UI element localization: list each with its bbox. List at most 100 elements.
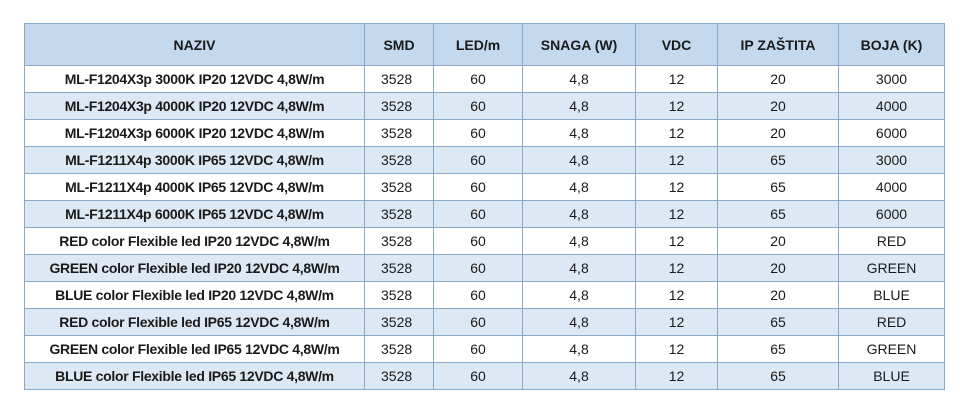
table-row: RED color Flexible led IP20 12VDC 4,8W/m…	[24, 227, 945, 255]
cell-vdc: 12	[635, 200, 718, 228]
cell-vdc: 12	[635, 146, 718, 174]
cell-ip-zastita: 65	[717, 173, 839, 201]
cell-boja: 6000	[838, 119, 945, 147]
cell-led-per-m: 60	[433, 308, 523, 336]
cell-smd: 3528	[364, 92, 434, 120]
cell-smd: 3528	[364, 362, 434, 390]
cell-snaga: 4,8	[522, 146, 636, 174]
cell-boja: 6000	[838, 200, 945, 228]
product-table: NAZIV SMD LED/m SNAGA (W) VDC IP ZAŠTITA…	[24, 23, 945, 390]
cell-boja: 4000	[838, 173, 945, 201]
cell-led-per-m: 60	[433, 146, 523, 174]
table-row: ML-F1204X3p 3000K IP20 12VDC 4,8W/m 3528 6…	[24, 65, 945, 93]
table-body: ML-F1204X3p 3000K IP20 12VDC 4,8W/m 3528 6…	[24, 65, 945, 390]
cell-naziv: ML-F1204X3p 3000K IP20 12VDC 4,8W/m	[24, 65, 365, 93]
cell-smd: 3528	[364, 281, 434, 309]
cell-boja: BLUE	[838, 281, 945, 309]
cell-snaga: 4,8	[522, 308, 636, 336]
cell-naziv: ML-F1211X4p 6000K IP65 12VDC 4,8W/m	[24, 200, 365, 228]
cell-naziv: RED color Flexible led IP65 12VDC 4,8W/m	[24, 308, 365, 336]
cell-ip-zastita: 65	[717, 335, 839, 363]
cell-vdc: 12	[635, 173, 718, 201]
cell-snaga: 4,8	[522, 92, 636, 120]
table-row: ML-F1211X4p 4000K IP65 12VDC 4,8W/m 3528 6…	[24, 173, 945, 201]
cell-vdc: 12	[635, 362, 718, 390]
cell-snaga: 4,8	[522, 281, 636, 309]
cell-boja: RED	[838, 227, 945, 255]
cell-ip-zastita: 20	[717, 227, 839, 255]
cell-led-per-m: 60	[433, 362, 523, 390]
cell-ip-zastita: 20	[717, 65, 839, 93]
cell-boja: 4000	[838, 92, 945, 120]
table-row: ML-F1204X3p 6000K IP20 12VDC 4,8W/m 3528 6…	[24, 119, 945, 147]
cell-snaga: 4,8	[522, 200, 636, 228]
cell-snaga: 4,8	[522, 173, 636, 201]
cell-led-per-m: 60	[433, 92, 523, 120]
cell-naziv: BLUE color Flexible led IP65 12VDC 4,8W/…	[24, 362, 365, 390]
cell-vdc: 12	[635, 254, 718, 282]
product-table-container: NAZIV SMD LED/m SNAGA (W) VDC IP ZAŠTITA…	[24, 23, 945, 390]
cell-smd: 3528	[364, 173, 434, 201]
cell-smd: 3528	[364, 65, 434, 93]
cell-ip-zastita: 20	[717, 254, 839, 282]
cell-naziv: BLUE color Flexible led IP20 12VDC 4,8W/…	[24, 281, 365, 309]
cell-ip-zastita: 65	[717, 146, 839, 174]
cell-naziv: ML-F1204X3p 6000K IP20 12VDC 4,8W/m	[24, 119, 365, 147]
cell-led-per-m: 60	[433, 200, 523, 228]
cell-vdc: 12	[635, 227, 718, 255]
cell-boja: 3000	[838, 65, 945, 93]
header-vdc: VDC	[635, 23, 718, 66]
cell-ip-zastita: 20	[717, 119, 839, 147]
cell-led-per-m: 60	[433, 335, 523, 363]
table-row: BLUE color Flexible led IP65 12VDC 4,8W/…	[24, 362, 945, 390]
table-row: GREEN color Flexible led IP20 12VDC 4,8W…	[24, 254, 945, 282]
cell-naziv: GREEN color Flexible led IP65 12VDC 4,8W…	[24, 335, 365, 363]
cell-led-per-m: 60	[433, 227, 523, 255]
cell-vdc: 12	[635, 281, 718, 309]
header-led-per-m: LED/m	[433, 23, 523, 66]
cell-smd: 3528	[364, 308, 434, 336]
cell-smd: 3528	[364, 119, 434, 147]
header-row: NAZIV SMD LED/m SNAGA (W) VDC IP ZAŠTITA…	[24, 23, 945, 66]
table-row: BLUE color Flexible led IP20 12VDC 4,8W/…	[24, 281, 945, 309]
cell-naziv: ML-F1204X3p 4000K IP20 12VDC 4,8W/m	[24, 92, 365, 120]
cell-ip-zastita: 20	[717, 281, 839, 309]
cell-led-per-m: 60	[433, 254, 523, 282]
cell-snaga: 4,8	[522, 227, 636, 255]
cell-vdc: 12	[635, 65, 718, 93]
table-row: ML-F1211X4p 3000K IP65 12VDC 4,8W/m 3528 6…	[24, 146, 945, 174]
cell-boja: 3000	[838, 146, 945, 174]
cell-snaga: 4,8	[522, 254, 636, 282]
cell-boja: RED	[838, 308, 945, 336]
cell-vdc: 12	[635, 335, 718, 363]
cell-smd: 3528	[364, 335, 434, 363]
header-boja: BOJA (K)	[838, 23, 945, 66]
cell-smd: 3528	[364, 254, 434, 282]
cell-vdc: 12	[635, 92, 718, 120]
cell-snaga: 4,8	[522, 119, 636, 147]
cell-ip-zastita: 65	[717, 362, 839, 390]
cell-boja: BLUE	[838, 362, 945, 390]
cell-vdc: 12	[635, 308, 718, 336]
cell-naziv: RED color Flexible led IP20 12VDC 4,8W/m	[24, 227, 365, 255]
table-row: ML-F1204X3p 4000K IP20 12VDC 4,8W/m 3528 6…	[24, 92, 945, 120]
table-row: RED color Flexible led IP65 12VDC 4,8W/m…	[24, 308, 945, 336]
cell-smd: 3528	[364, 227, 434, 255]
cell-ip-zastita: 65	[717, 308, 839, 336]
header-snaga: SNAGA (W)	[522, 23, 636, 66]
table-row: ML-F1211X4p 6000K IP65 12VDC 4,8W/m 3528 6…	[24, 200, 945, 228]
cell-naziv: GREEN color Flexible led IP20 12VDC 4,8W…	[24, 254, 365, 282]
table-row: GREEN color Flexible led IP65 12VDC 4,8W…	[24, 335, 945, 363]
cell-led-per-m: 60	[433, 119, 523, 147]
cell-vdc: 12	[635, 119, 718, 147]
cell-snaga: 4,8	[522, 65, 636, 93]
header-smd: SMD	[364, 23, 434, 66]
cell-smd: 3528	[364, 146, 434, 174]
header-naziv: NAZIV	[24, 23, 365, 66]
header-ip-zastita: IP ZAŠTITA	[717, 23, 839, 66]
cell-snaga: 4,8	[522, 362, 636, 390]
cell-naziv: ML-F1211X4p 4000K IP65 12VDC 4,8W/m	[24, 173, 365, 201]
cell-led-per-m: 60	[433, 281, 523, 309]
cell-led-per-m: 60	[433, 65, 523, 93]
cell-boja: GREEN	[838, 335, 945, 363]
